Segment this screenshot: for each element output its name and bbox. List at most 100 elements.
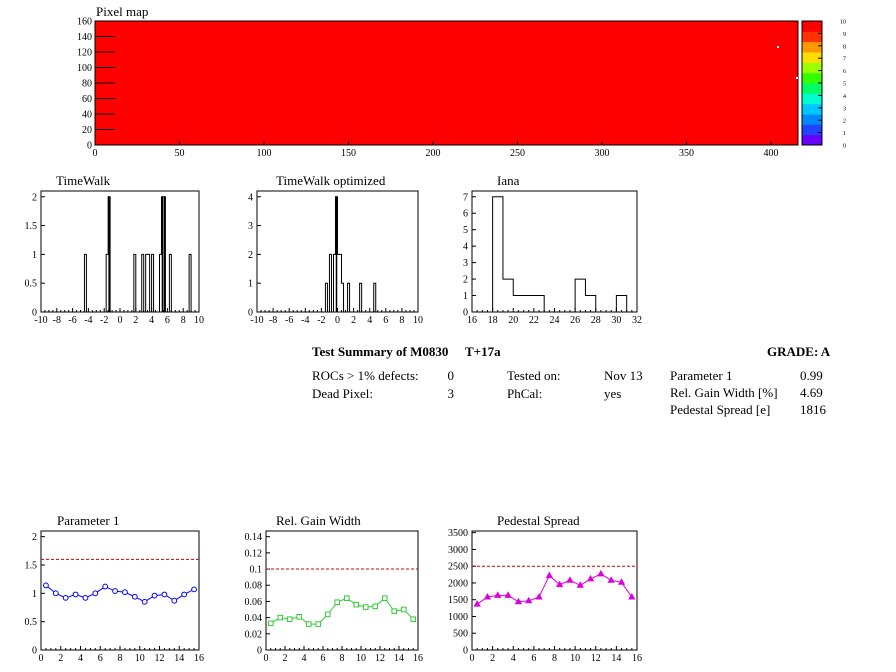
x-tick-label: 10 xyxy=(570,653,580,664)
x-tick-label: -2 xyxy=(100,315,108,326)
y-tick-label: 7 xyxy=(463,192,468,203)
histogram-bin xyxy=(524,296,534,312)
x-tick-label: 6 xyxy=(98,653,103,664)
plot-title-5: Pedestal Spread xyxy=(497,513,580,528)
plot-frame-2 xyxy=(471,190,638,313)
palette-label: 2 xyxy=(843,119,846,125)
x-tick-label: 4 xyxy=(511,653,516,664)
data-point xyxy=(62,594,69,601)
data-point xyxy=(72,591,79,598)
pedestal-spread-label: Pedestal Spread [e] xyxy=(670,402,771,417)
y-tick-label: 3500 xyxy=(448,528,468,539)
plot-title-1: TimeWalk optimized xyxy=(276,173,386,188)
x-tick-label: 22 xyxy=(529,315,539,326)
palette-band xyxy=(802,103,822,115)
x-tick-label: 28 xyxy=(591,315,601,326)
parameter1-label: Parameter 1 xyxy=(670,368,733,383)
x-tick-label: 2 xyxy=(283,653,288,664)
data-point xyxy=(514,597,523,605)
y-tick-label: 1.5 xyxy=(25,561,38,572)
x-tick-label: 12 xyxy=(375,653,385,664)
x-tick-label: 24 xyxy=(550,315,560,326)
y-tick-label: 4 xyxy=(463,242,468,253)
gain-width-value: 4.69 xyxy=(800,385,823,400)
data-point xyxy=(525,596,533,604)
pixel-map-y-tick-label: 100 xyxy=(77,63,92,74)
data-point xyxy=(324,611,331,618)
histogram-bin xyxy=(513,296,523,312)
y-tick-label: 0 xyxy=(248,308,253,319)
y-tick-label: 0.5 xyxy=(25,279,38,290)
histogram-bin xyxy=(616,296,626,312)
y-tick-label: 0.1 xyxy=(250,565,263,576)
y-tick-label: 1.5 xyxy=(25,221,38,232)
pixel-map-y-tick-label: 60 xyxy=(82,94,92,105)
rocs-defects-label: ROCs > 1% defects: xyxy=(312,368,419,383)
x-tick-label: 12 xyxy=(155,653,165,664)
x-tick-label: -2 xyxy=(317,315,325,326)
y-tick-label: 2500 xyxy=(448,562,468,573)
data-point xyxy=(494,591,502,598)
x-tick-label: -4 xyxy=(84,315,92,326)
x-tick-label: 4 xyxy=(367,315,372,326)
dead-pixel-mark xyxy=(796,77,798,79)
histogram-bin xyxy=(534,296,544,312)
data-point xyxy=(556,580,564,588)
y-tick-label: 500 xyxy=(453,629,468,640)
plot-frame-0 xyxy=(40,190,200,313)
palette-band xyxy=(802,31,822,43)
x-tick-label: 8 xyxy=(181,315,186,326)
y-tick-label: 0.08 xyxy=(245,581,263,592)
palette-label: 6 xyxy=(843,69,846,75)
data-point xyxy=(400,606,407,613)
pixel-map-x-tick-label: 150 xyxy=(341,148,356,159)
pixel-map-x-tick-label: 0 xyxy=(93,148,98,159)
x-tick-label: 6 xyxy=(383,315,388,326)
histogram-bin xyxy=(338,254,340,312)
rocs-defects-value: 0 xyxy=(447,368,455,383)
x-tick-label: 12 xyxy=(591,653,601,664)
y-tick-label: 0.04 xyxy=(245,613,263,624)
x-tick-label: 14 xyxy=(394,653,404,664)
y-tick-label: 2 xyxy=(32,192,37,203)
pixel-map-x-tick-label: 100 xyxy=(256,148,271,159)
tested-on-value: Nov 13 xyxy=(604,368,643,383)
pedestal-spread-value: 1816 xyxy=(800,402,826,417)
plot-title-4: Rel. Gain Width xyxy=(276,513,361,528)
y-tick-label: 0.5 xyxy=(25,617,38,628)
pixel-map-x-tick-label: 350 xyxy=(679,148,694,159)
y-tick-label: 1 xyxy=(32,250,37,261)
data-point xyxy=(504,591,512,598)
x-tick-label: 14 xyxy=(174,653,184,664)
data-point xyxy=(181,591,188,598)
x-tick-label: 32 xyxy=(632,315,642,326)
palette-label: 9 xyxy=(843,32,846,38)
x-tick-label: 4 xyxy=(302,653,307,664)
pixel-map-y-tick-label: 80 xyxy=(82,79,92,90)
dead-pixel-value: 3 xyxy=(447,386,455,401)
x-tick-label: -10 xyxy=(34,315,47,326)
x-tick-label: 10 xyxy=(413,315,423,326)
histogram-bin xyxy=(503,279,513,312)
x-tick-label: 6 xyxy=(531,653,536,664)
x-tick-label: 2 xyxy=(58,653,63,664)
data-point xyxy=(92,590,99,597)
y-tick-label: 2 xyxy=(32,532,37,543)
y-tick-label: 0 xyxy=(463,646,468,657)
palette-label: 10 xyxy=(840,20,846,26)
x-tick-label: -8 xyxy=(269,315,277,326)
data-point xyxy=(52,590,59,597)
summary-title: Test Summary of M0830 xyxy=(312,344,449,359)
data-point xyxy=(286,616,293,623)
data-point xyxy=(535,593,543,600)
palette-label: 1 xyxy=(843,131,846,137)
data-point xyxy=(305,621,312,627)
x-tick-label: 18 xyxy=(488,315,498,326)
phcal-label: PhCal: xyxy=(507,386,543,401)
y-tick-label: 0 xyxy=(32,646,37,657)
pixel-map-x-tick-label: 200 xyxy=(425,148,440,159)
x-tick-label: 14 xyxy=(611,653,621,664)
x-tick-label: 30 xyxy=(611,315,621,326)
x-tick-label: 2 xyxy=(133,315,138,326)
